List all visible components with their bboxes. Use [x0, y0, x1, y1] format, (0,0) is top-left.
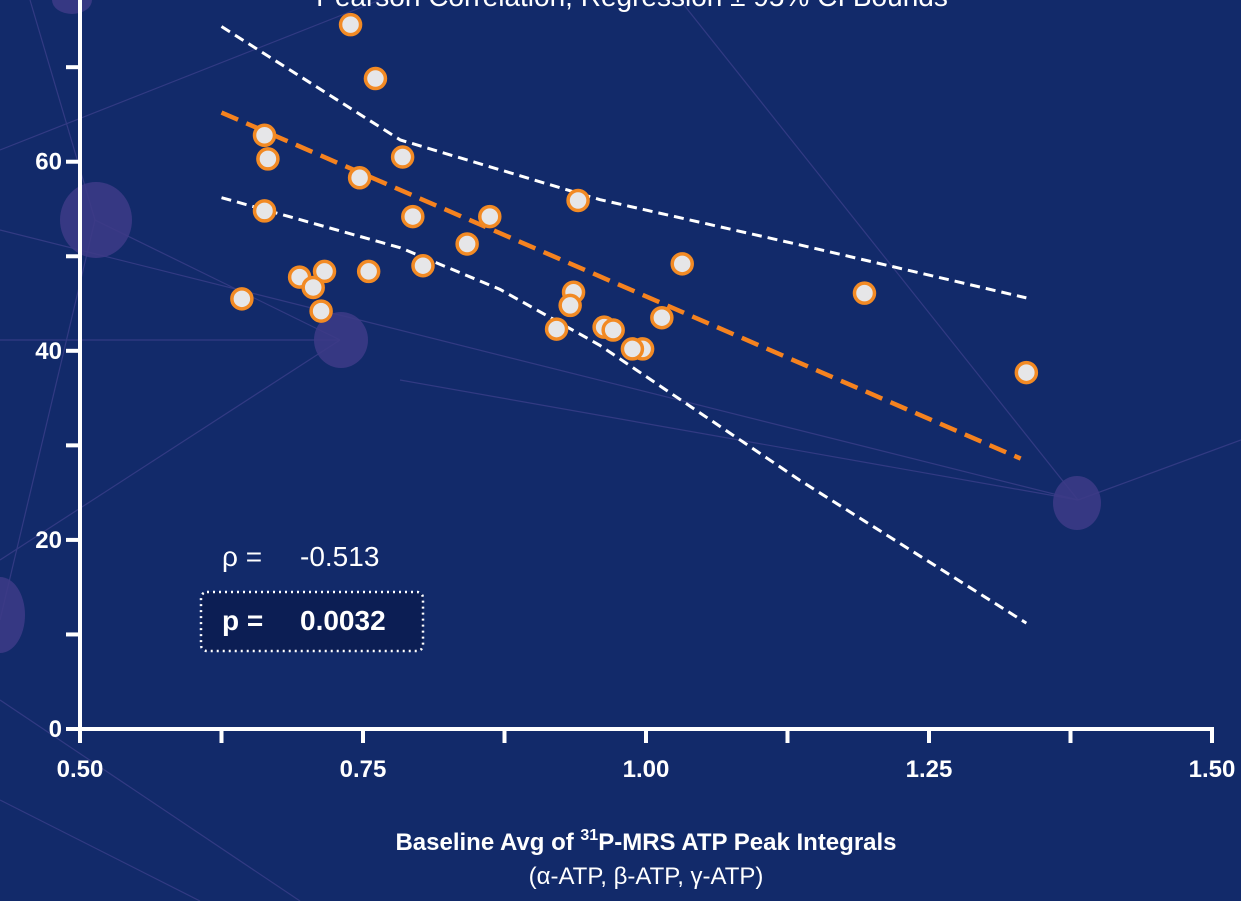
x-axis-label-part: Baseline Avg of: [395, 829, 580, 856]
y-tick-label: 60: [35, 149, 62, 176]
data-point: [393, 147, 413, 167]
y-tick-label: 0: [49, 716, 62, 743]
data-point: [622, 339, 642, 359]
data-point: [457, 234, 477, 254]
rho-label: ρ =: [222, 541, 262, 572]
data-point: [547, 319, 567, 339]
data-point: [359, 261, 379, 281]
data-point: [232, 289, 252, 309]
y-tick-label: 40: [35, 338, 62, 365]
data-point: [480, 207, 500, 227]
data-point: [403, 207, 423, 227]
data-point: [672, 254, 692, 274]
x-tick-label: 0.75: [340, 756, 387, 783]
data-point: [365, 69, 385, 89]
data-point: [350, 168, 370, 188]
rho-value: -0.513: [300, 541, 379, 572]
page: Pearson Correlation, Regression ± 95% CI…: [0, 0, 1241, 901]
data-point: [255, 201, 275, 221]
p-value: 0.0032: [300, 605, 386, 636]
x-tick-label: 1.25: [906, 756, 953, 783]
data-point: [603, 320, 623, 340]
x-axis-label-sup: 31: [580, 827, 598, 844]
p-label: p =: [222, 605, 263, 636]
data-point: [303, 277, 323, 297]
x-axis-label-part: P-MRS ATP Peak Integrals: [598, 829, 896, 856]
data-point: [413, 256, 433, 276]
x-tick-label: 1.50: [1189, 756, 1236, 783]
chart: Pearson Correlation, Regression ± 95% CI…: [0, 0, 1241, 901]
data-point: [568, 190, 588, 210]
x-axis-sublabel: (α-ATP, β-ATP, γ-ATP): [529, 863, 764, 890]
background: [0, 0, 1241, 901]
x-tick-label: 0.50: [57, 756, 104, 783]
data-point: [311, 301, 331, 321]
data-point: [652, 308, 672, 328]
data-point: [560, 295, 580, 315]
data-point: [1016, 363, 1036, 383]
data-point: [255, 125, 275, 145]
x-tick-label: 1.00: [623, 756, 670, 783]
data-point: [854, 283, 874, 303]
y-tick-label: 20: [35, 527, 62, 554]
data-point: [341, 15, 361, 35]
data-point: [258, 149, 278, 169]
x-axis-label: Baseline Avg of 31P-MRS ATP Peak Integra…: [395, 827, 896, 856]
chart-title: Pearson Correlation, Regression ± 95% CI…: [316, 0, 948, 12]
